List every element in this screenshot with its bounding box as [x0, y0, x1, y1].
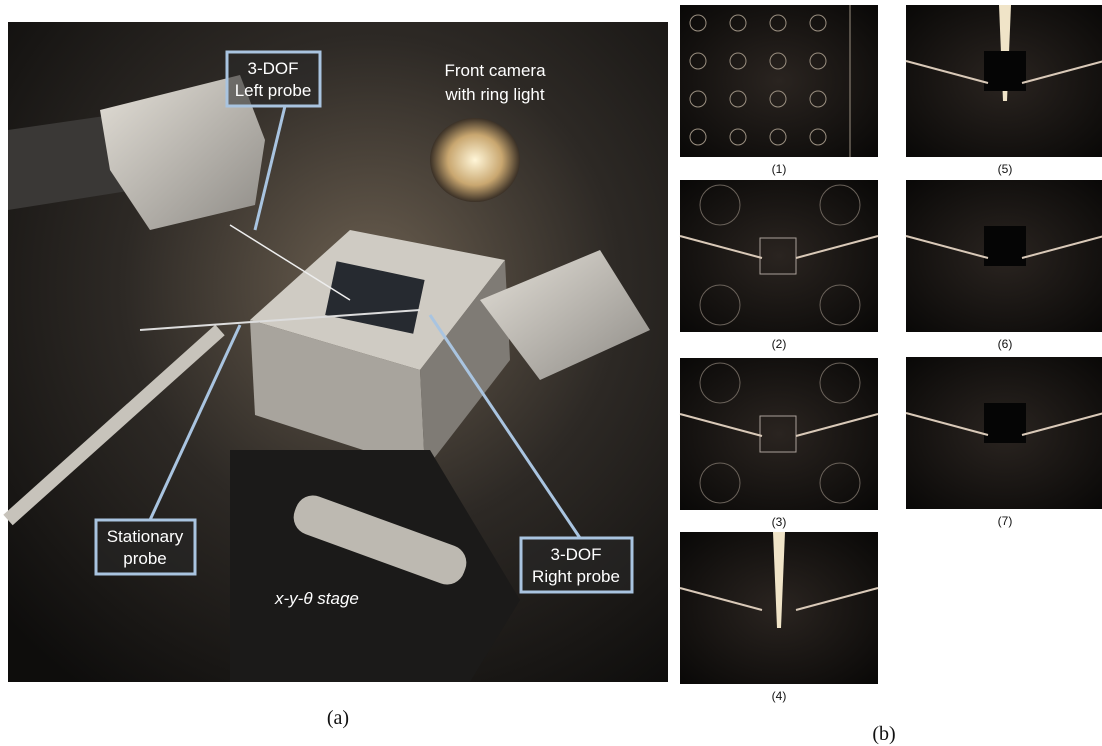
probe	[795, 587, 879, 611]
label: Right probe	[532, 567, 620, 586]
feature	[759, 237, 797, 275]
probe	[679, 235, 763, 259]
probe	[1021, 60, 1102, 84]
feature	[699, 284, 741, 326]
feature	[729, 90, 747, 108]
feature	[819, 362, 861, 404]
label-box	[94, 518, 197, 576]
probe	[679, 413, 763, 437]
feature	[809, 128, 827, 146]
feature	[689, 14, 707, 32]
caption: (b)	[872, 723, 895, 745]
feature	[689, 128, 707, 146]
probe	[905, 412, 989, 436]
feature	[984, 226, 1026, 266]
image-caption: (4)	[772, 689, 787, 703]
label-box	[225, 50, 322, 108]
micrograph	[680, 180, 878, 332]
feature	[699, 362, 741, 404]
feature	[984, 51, 1026, 91]
leader-line	[428, 314, 582, 539]
probe	[905, 235, 989, 259]
feature	[769, 52, 787, 70]
feature	[729, 128, 747, 146]
probe	[1021, 412, 1102, 436]
micrograph	[680, 358, 878, 510]
feature	[729, 14, 747, 32]
image-caption: (1)	[772, 162, 787, 176]
feature	[809, 52, 827, 70]
label: Stationary	[107, 527, 184, 546]
label: x-y-θ stage	[274, 589, 359, 608]
feature	[699, 462, 741, 504]
feature	[809, 90, 827, 108]
label: with ring light	[444, 85, 544, 104]
image-caption: (5)	[998, 162, 1013, 176]
probe	[679, 587, 763, 611]
feature	[769, 128, 787, 146]
label: Front camera	[444, 61, 546, 80]
feature	[689, 52, 707, 70]
label: 3-DOF	[248, 59, 299, 78]
leader-line	[148, 324, 242, 521]
feature	[819, 184, 861, 226]
image-caption: (6)	[998, 337, 1013, 351]
label: Left probe	[235, 81, 312, 100]
thumbnails: (1) (2) (3) (4) (5) (6) (7)	[679, 5, 1102, 703]
label: probe	[123, 549, 166, 568]
beam	[773, 532, 785, 628]
probe	[795, 413, 879, 437]
probe	[905, 60, 989, 84]
feature	[819, 462, 861, 504]
image-caption: (2)	[772, 337, 787, 351]
micrograph	[680, 5, 878, 157]
feature	[769, 90, 787, 108]
feature	[819, 284, 861, 326]
image-caption: (7)	[998, 514, 1013, 528]
image-caption: (3)	[772, 515, 787, 529]
feature	[984, 403, 1026, 443]
probe	[1021, 235, 1102, 259]
label-box	[519, 536, 634, 594]
feature	[809, 14, 827, 32]
feature	[689, 90, 707, 108]
annotations: 3-DOF Left probe Front camera with ring …	[94, 50, 634, 608]
caption: (a)	[327, 707, 349, 729]
label: 3-DOF	[551, 545, 602, 564]
probe	[795, 235, 879, 259]
photo	[3, 22, 668, 682]
feature	[759, 415, 797, 453]
leader-line	[253, 105, 287, 231]
feature	[699, 184, 741, 226]
feature	[769, 14, 787, 32]
feature	[729, 52, 747, 70]
